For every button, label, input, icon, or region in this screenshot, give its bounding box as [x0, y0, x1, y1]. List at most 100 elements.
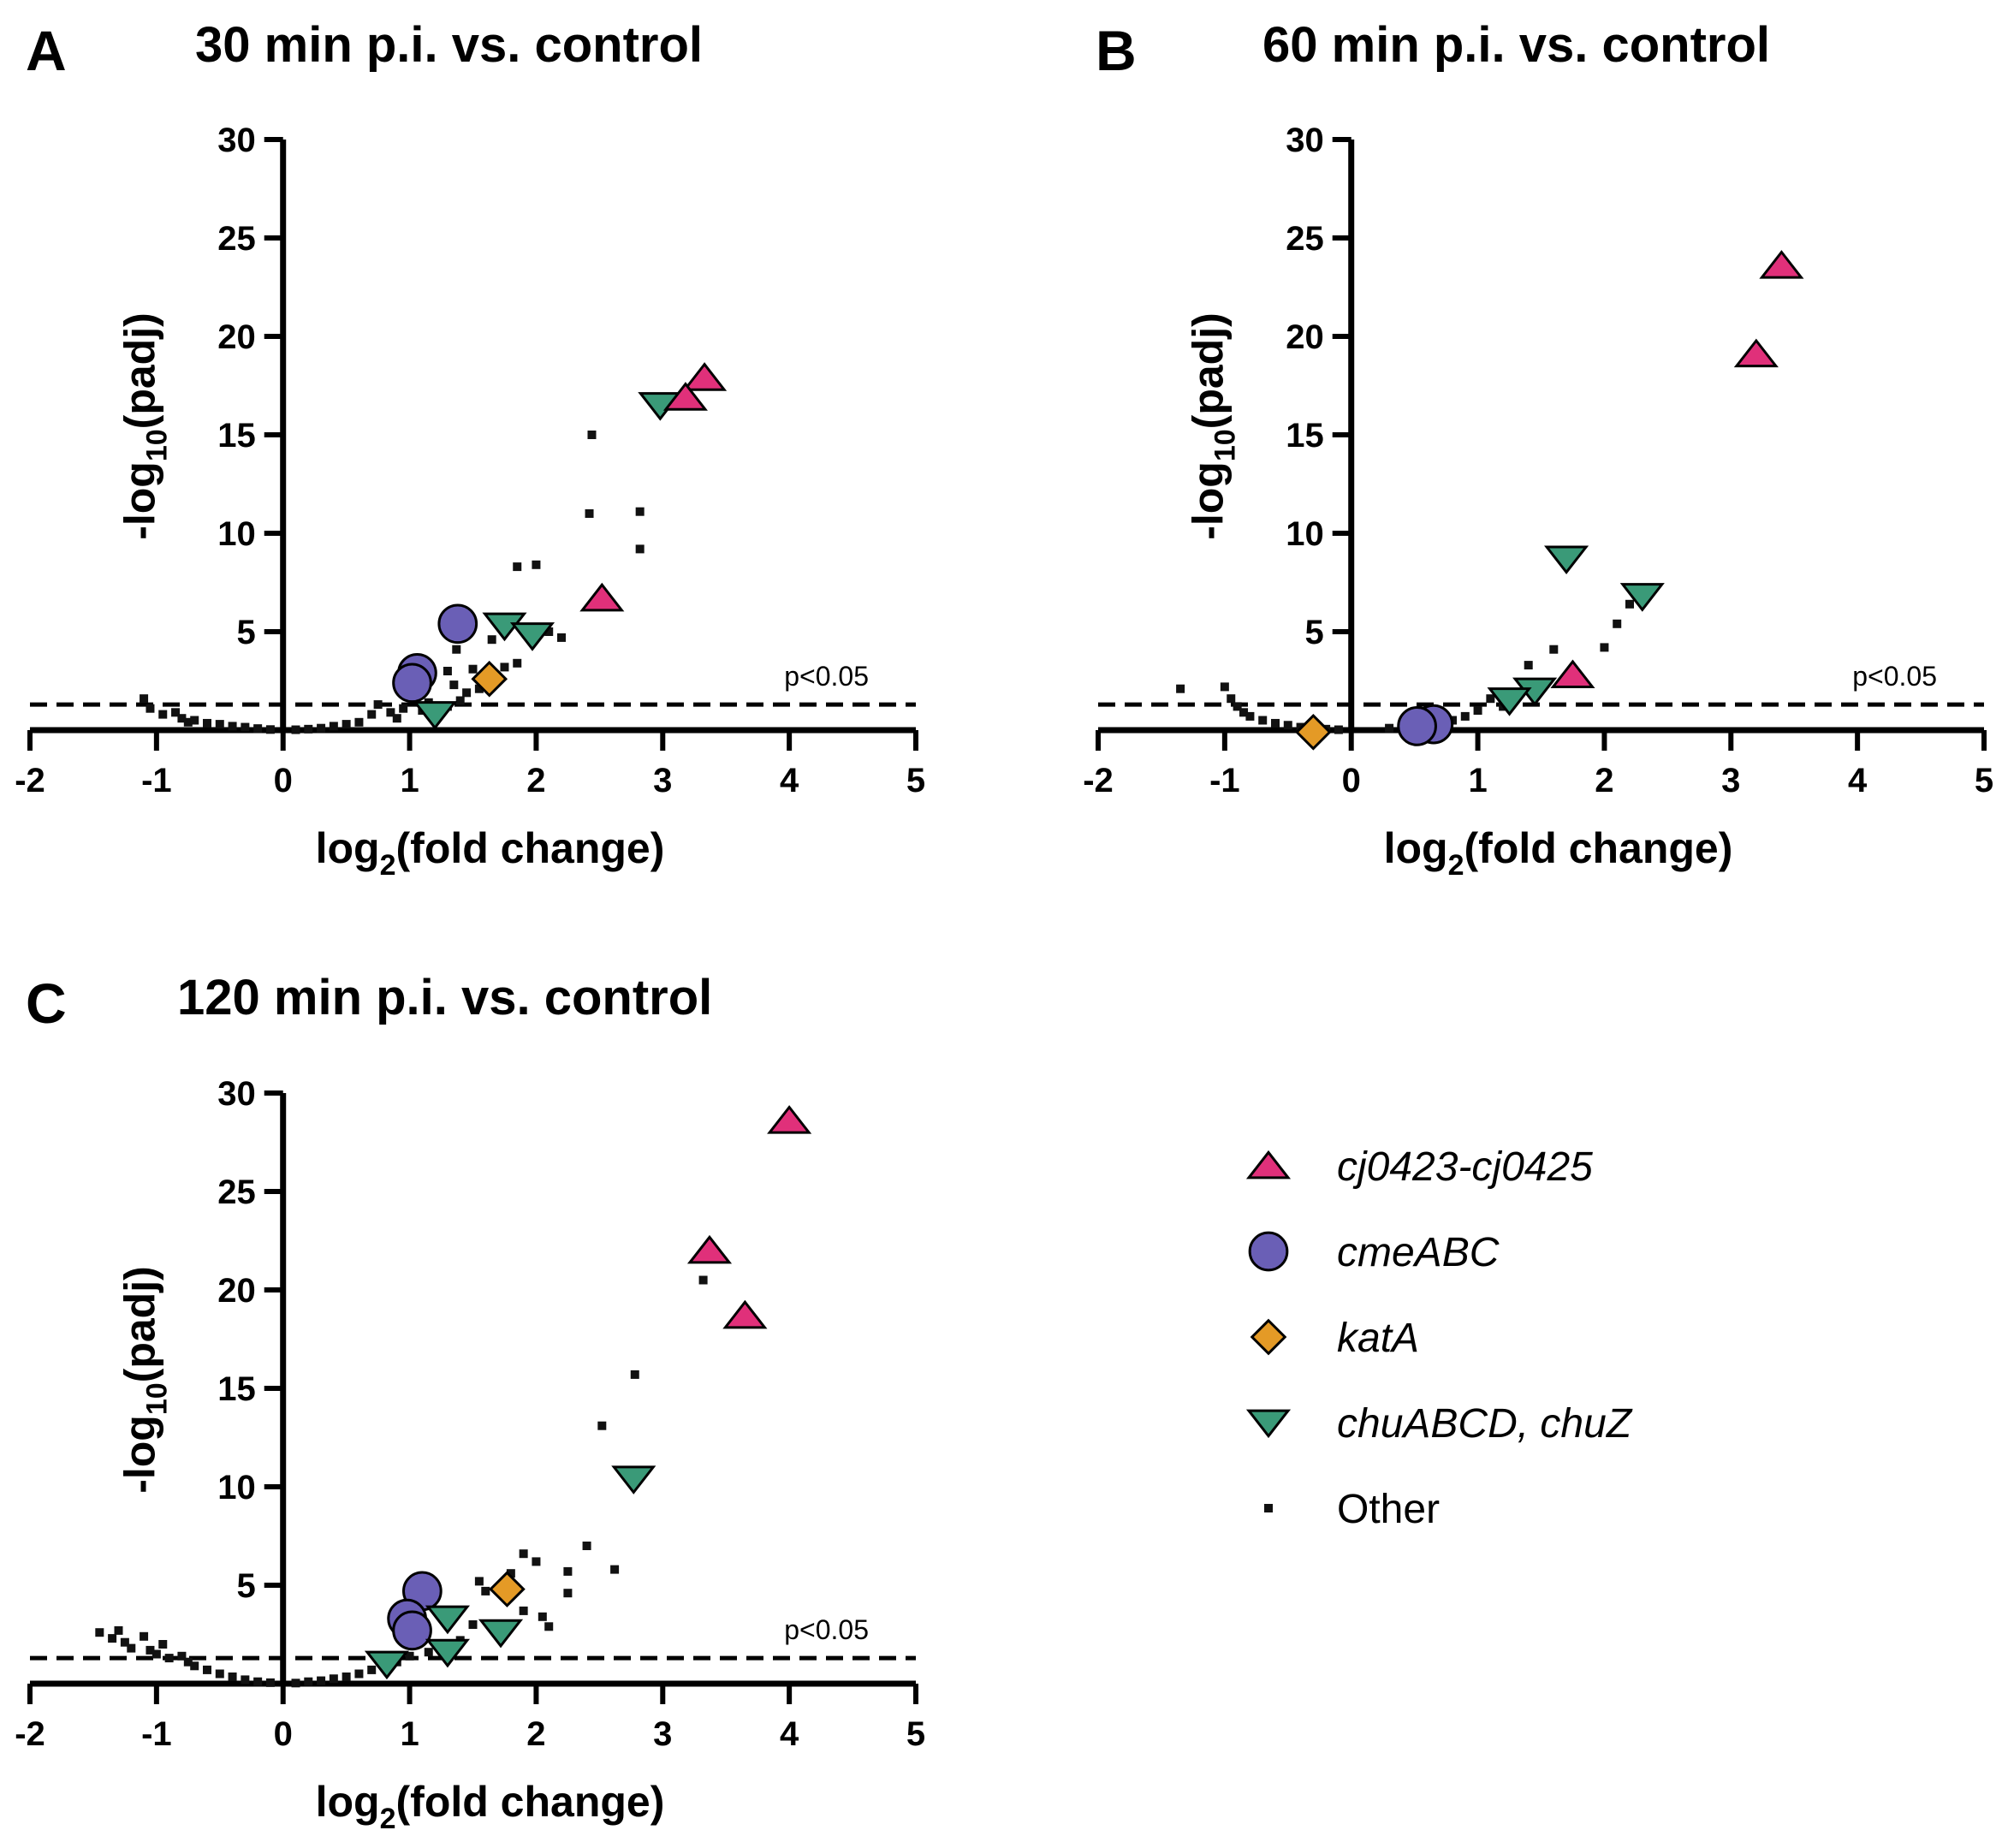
point-other [468, 664, 478, 674]
panel-C: C 120 min p.i. vs. control -2 -1 0 1 2 3 4 5 5 10 15… [15, 970, 925, 1835]
point-other [108, 1634, 117, 1643]
point-other [183, 717, 193, 727]
legend-label-cme: cmeABC [1337, 1230, 1500, 1275]
x-tick-label: 4 [780, 1715, 799, 1753]
y-axis-label: -log10(padj) [116, 1266, 174, 1494]
point-other [342, 720, 351, 729]
legend-marker-cj [1245, 1150, 1292, 1180]
point-other [253, 724, 263, 734]
point-kat [471, 660, 508, 698]
panel-letter: A [26, 19, 67, 82]
legend-label-other: Other [1337, 1487, 1440, 1532]
panel-letter: B [1096, 19, 1137, 82]
point-other [468, 1620, 478, 1629]
x-tick-label: 0 [274, 762, 293, 799]
point-other [597, 1421, 607, 1430]
point-cj [767, 1105, 812, 1134]
point-other [405, 1651, 414, 1661]
point-chu [1487, 687, 1532, 716]
legend-marker-kat [1250, 1318, 1287, 1356]
point-other [449, 680, 459, 690]
legend-marker-chu [1245, 1409, 1292, 1439]
x-tick-label: 2 [526, 1715, 545, 1753]
point-other [329, 722, 338, 731]
point-other [452, 645, 461, 654]
y-axis-label: -log10(padj) [116, 312, 174, 540]
point-cme [392, 1610, 432, 1651]
point-other [1239, 708, 1249, 717]
point-other [146, 1645, 155, 1655]
point-other [291, 725, 300, 734]
data-points [95, 1105, 812, 1688]
point-other [190, 716, 199, 725]
point-chu [478, 1619, 524, 1649]
point-other [158, 1640, 168, 1649]
point-other [513, 658, 522, 668]
threshold-label: p<0.05 [784, 1614, 869, 1645]
x-tick-label: 0 [274, 1715, 293, 1753]
point-other [146, 704, 155, 713]
point-other [424, 1648, 433, 1657]
point-other [1258, 716, 1268, 725]
point-other [563, 1589, 573, 1598]
y-tick-label: 25 [217, 1174, 256, 1211]
panel-title: 60 min p.i. vs. control [1262, 17, 1770, 73]
threshold-label: p<0.05 [1852, 661, 1937, 692]
point-other [519, 1606, 528, 1615]
point-other [582, 1542, 591, 1550]
legend-label-cj: cj0423-cj0425 [1337, 1144, 1593, 1190]
point-other [354, 717, 364, 727]
data-points [1176, 250, 1804, 751]
point-chu [1619, 583, 1665, 612]
point-cme [392, 663, 432, 704]
point-other [587, 431, 597, 439]
x-tick-label: 1 [400, 1715, 419, 1753]
point-other [114, 1625, 123, 1635]
point-other [1176, 684, 1185, 693]
point-other [140, 1631, 149, 1641]
point-other [203, 1665, 211, 1674]
point-other [317, 723, 326, 733]
point-other [532, 1557, 541, 1566]
point-other [265, 725, 275, 734]
x-tick-label: -2 [15, 1715, 45, 1753]
y-tick-label: 30 [1286, 122, 1324, 159]
x-axis-label: log2(fold change) [316, 1778, 665, 1835]
point-chu [413, 701, 458, 730]
y-tick-label: 10 [217, 515, 256, 553]
point-other [1460, 711, 1470, 721]
panel-title: 30 min p.i. vs. control [195, 17, 703, 73]
point-cj [1550, 659, 1595, 689]
panel-title: 120 min p.i. vs. control [177, 970, 712, 1025]
point-other [241, 1675, 250, 1685]
point-other [241, 722, 250, 732]
y-tick-label: 20 [217, 1272, 256, 1310]
x-tick-label: -1 [1209, 762, 1240, 799]
legend-label-kat: katA [1337, 1316, 1419, 1361]
point-other [1549, 645, 1559, 654]
x-tick-label: 4 [780, 762, 799, 799]
point-other [635, 544, 645, 554]
y-tick-label: 5 [236, 614, 255, 651]
point-other [455, 696, 465, 705]
x-tick-label: 1 [1468, 762, 1487, 799]
point-other [177, 1651, 187, 1661]
point-other [354, 1669, 364, 1679]
point-other [291, 1679, 300, 1688]
point-other [1271, 718, 1280, 728]
point-other [265, 1678, 275, 1687]
point-other [329, 1674, 338, 1684]
point-other [630, 1370, 639, 1379]
point-other [253, 1677, 263, 1686]
legend-marker-cme [1248, 1231, 1289, 1272]
point-other [190, 1661, 199, 1671]
point-other [443, 667, 452, 675]
point-chu [1544, 545, 1589, 575]
panel-A: A 30 min p.i. vs. control -2 -1 0 1 2 3 4 5 5 10 15 2… [15, 17, 925, 882]
point-other [1473, 706, 1482, 715]
y-tick-label: 30 [217, 122, 256, 159]
point-other [151, 1649, 161, 1659]
point-other [538, 1612, 547, 1621]
point-cj [682, 362, 728, 391]
